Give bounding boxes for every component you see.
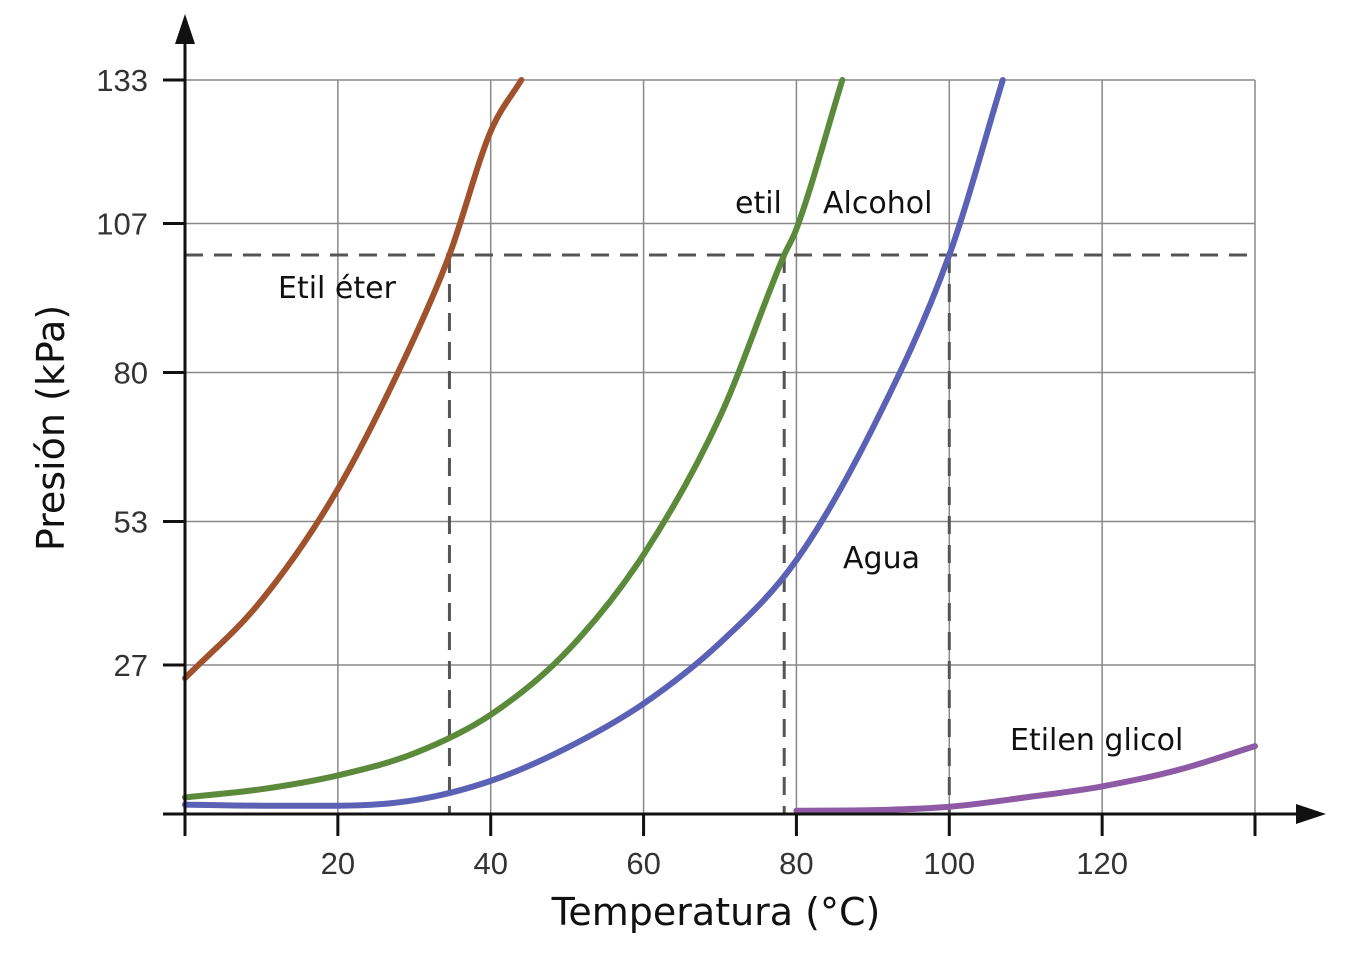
series-curves xyxy=(182,77,1258,814)
label-ether: Etil éter xyxy=(278,271,397,306)
x-axis-title: Temperatura (°C) xyxy=(551,890,881,934)
x-tick-label: 120 xyxy=(1076,846,1128,881)
series-line-etil-ter xyxy=(182,77,525,682)
tick-labels: 20 40 60 80 100 120 27 53 80 107 133 xyxy=(96,63,1128,881)
y-axis-arrow xyxy=(175,14,195,44)
x-tick-label: 100 xyxy=(923,846,975,881)
y-tick-label: 133 xyxy=(96,63,148,98)
y-axis-title: Presión (kPa) xyxy=(29,305,73,551)
label-alcohol-part1: etil xyxy=(735,186,782,221)
series-line-etil-alcohol xyxy=(182,77,846,801)
y-tick-label: 107 xyxy=(96,206,148,241)
series-line-etilen-glicol xyxy=(793,743,1258,814)
label-glycol: Etilen glicol xyxy=(1010,723,1183,758)
label-water: Agua xyxy=(843,541,920,576)
x-axis-arrow xyxy=(1296,804,1326,824)
grid xyxy=(185,79,1256,814)
reference-lines xyxy=(185,253,1255,814)
x-tick-label: 60 xyxy=(626,846,660,881)
y-tick-label: 27 xyxy=(114,648,148,683)
y-tick-label: 80 xyxy=(114,355,148,390)
x-tick-label: 20 xyxy=(321,846,355,881)
x-tick-label: 40 xyxy=(473,846,507,881)
x-tick-label: 80 xyxy=(779,846,813,881)
y-tick-label: 53 xyxy=(114,505,148,540)
axes xyxy=(163,14,1326,836)
label-alcohol-part2: Alcohol xyxy=(823,186,932,221)
series-line-agua xyxy=(182,77,1006,809)
